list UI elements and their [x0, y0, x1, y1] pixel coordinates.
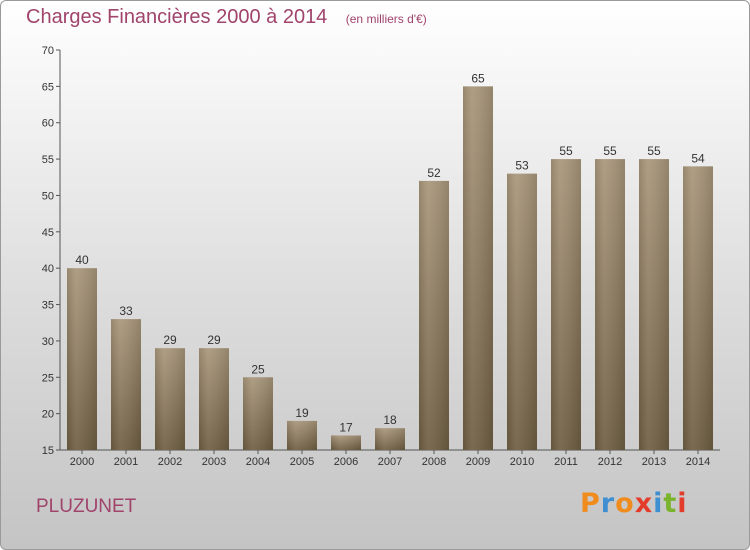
bar-shading	[199, 348, 229, 450]
y-tick-label: 70	[42, 45, 54, 57]
y-tick-label: 60	[42, 118, 54, 130]
x-tick-label: 2003	[202, 456, 226, 468]
x-tick-label: 2010	[510, 456, 534, 468]
commune-name: PLUZUNET	[36, 496, 137, 517]
data-label: 54	[691, 151, 705, 165]
y-tick-label: 50	[42, 190, 54, 202]
y-tick-label: 35	[42, 300, 54, 312]
data-label: 55	[559, 144, 573, 158]
data-label: 65	[471, 71, 485, 85]
bar-shading	[287, 420, 317, 450]
bar-shading	[331, 435, 361, 450]
data-label: 53	[515, 159, 529, 173]
x-tick-label: 2005	[290, 456, 314, 468]
data-label: 33	[119, 304, 133, 318]
x-tick-label: 2007	[378, 456, 402, 468]
data-label: 52	[427, 166, 441, 180]
logo-letter: t	[663, 488, 678, 519]
data-label: 18	[383, 413, 397, 427]
bar-shading	[155, 348, 185, 450]
chart-title: Charges Financières 2000 à 2014	[26, 6, 328, 28]
title-row: Charges Financières 2000 à 2014 (en mill…	[26, 6, 427, 29]
x-tick-label: 2001	[114, 456, 138, 468]
x-tick-label: 2000	[70, 456, 94, 468]
x-tick-label: 2002	[158, 456, 182, 468]
logo-letter: i	[653, 488, 664, 519]
bar-shading	[463, 86, 493, 450]
y-tick-label: 15	[42, 445, 54, 457]
data-label: 55	[603, 144, 617, 158]
y-tick-label: 45	[42, 227, 54, 239]
x-tick-label: 2014	[686, 456, 710, 468]
data-label: 19	[295, 406, 309, 420]
bar-shading	[419, 180, 449, 450]
data-label: 55	[647, 144, 661, 158]
data-label: 29	[207, 333, 221, 347]
y-tick-label: 25	[42, 372, 54, 384]
y-tick-label: 55	[42, 154, 54, 166]
logo-letter: x	[634, 488, 654, 519]
bar-shading	[551, 159, 581, 450]
data-label: 40	[75, 253, 89, 267]
y-tick-label: 20	[42, 409, 54, 421]
x-tick-label: 2008	[422, 456, 446, 468]
y-tick-label: 40	[42, 263, 54, 275]
proxiti-logo[interactable]: Proxiti	[580, 488, 688, 519]
data-label: 29	[163, 333, 177, 347]
logo-letter: r	[600, 488, 616, 519]
x-tick-label: 2012	[598, 456, 622, 468]
chart-subtitle: (en milliers d'€)	[345, 12, 427, 26]
bar-shading	[375, 428, 405, 450]
bar-shading	[507, 173, 537, 451]
data-label: 17	[339, 420, 353, 434]
x-tick-label: 2006	[334, 456, 358, 468]
logo-letter: o	[615, 488, 635, 519]
bar-shading	[111, 319, 141, 450]
x-tick-label: 2004	[246, 456, 270, 468]
data-label: 25	[251, 362, 265, 376]
bar-shading	[683, 166, 713, 450]
bar-shading	[639, 159, 669, 450]
x-tick-label: 2013	[642, 456, 666, 468]
x-tick-label: 2011	[554, 456, 578, 468]
bar-shading	[243, 377, 273, 450]
bar-shading	[595, 159, 625, 450]
y-tick-label: 30	[42, 336, 54, 348]
x-tick-label: 2009	[466, 456, 490, 468]
logo-letter: i	[677, 488, 688, 519]
logo-letter: P	[580, 488, 601, 519]
y-tick-label: 65	[42, 81, 54, 93]
bar-shading	[67, 268, 97, 450]
